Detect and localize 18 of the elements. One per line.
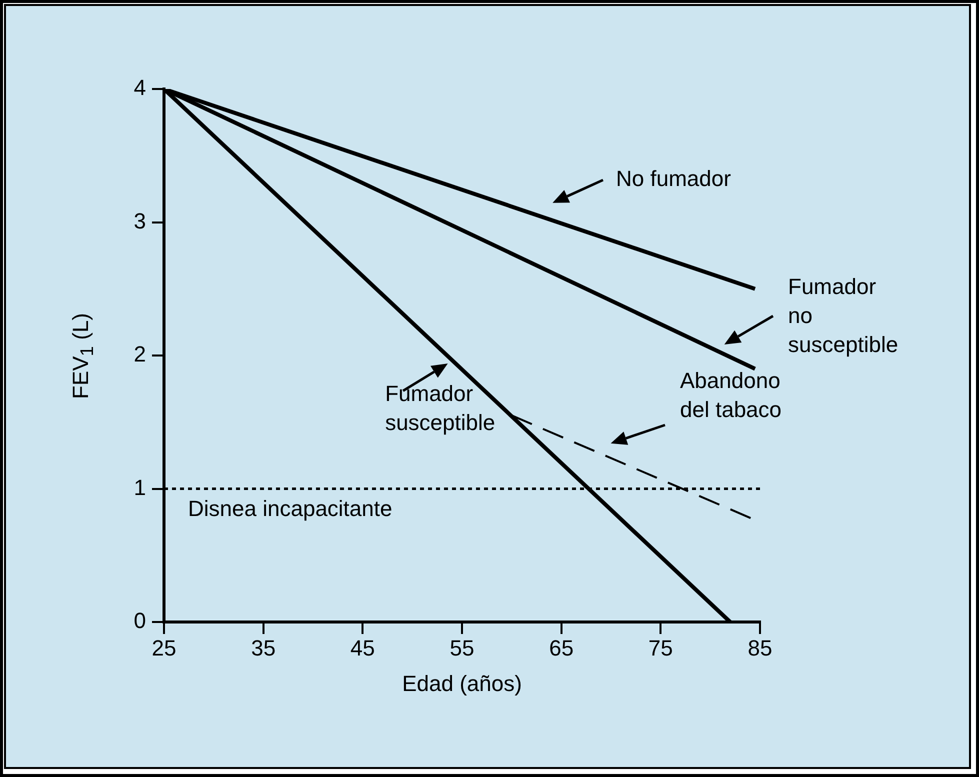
annotation: Abandono del tabaco	[680, 368, 782, 422]
y-tick-label: 4	[134, 75, 146, 100]
y-tick-label: 3	[134, 208, 146, 234]
y-tick-label: 0	[134, 608, 146, 634]
x-tick-label: 25	[152, 635, 176, 660]
x-tick-label: 55	[450, 635, 474, 660]
x-axis-title: Edad (años)	[402, 670, 522, 696]
y-tick-label: 1	[134, 474, 146, 500]
x-tick-label: 85	[748, 635, 772, 660]
y-tick-label: 2	[134, 342, 146, 367]
x-tick-label: 35	[251, 635, 276, 660]
x-tick-label: 65	[549, 635, 574, 660]
annotation: No fumador	[616, 166, 731, 192]
annotation: Fumador susceptible	[385, 380, 496, 435]
ref-line-label: Disnea incapacitante	[188, 496, 392, 521]
x-tick-label: 75	[648, 635, 673, 660]
x-tick-label: 45	[350, 635, 375, 660]
text: Fumador no susceptible	[788, 274, 898, 358]
